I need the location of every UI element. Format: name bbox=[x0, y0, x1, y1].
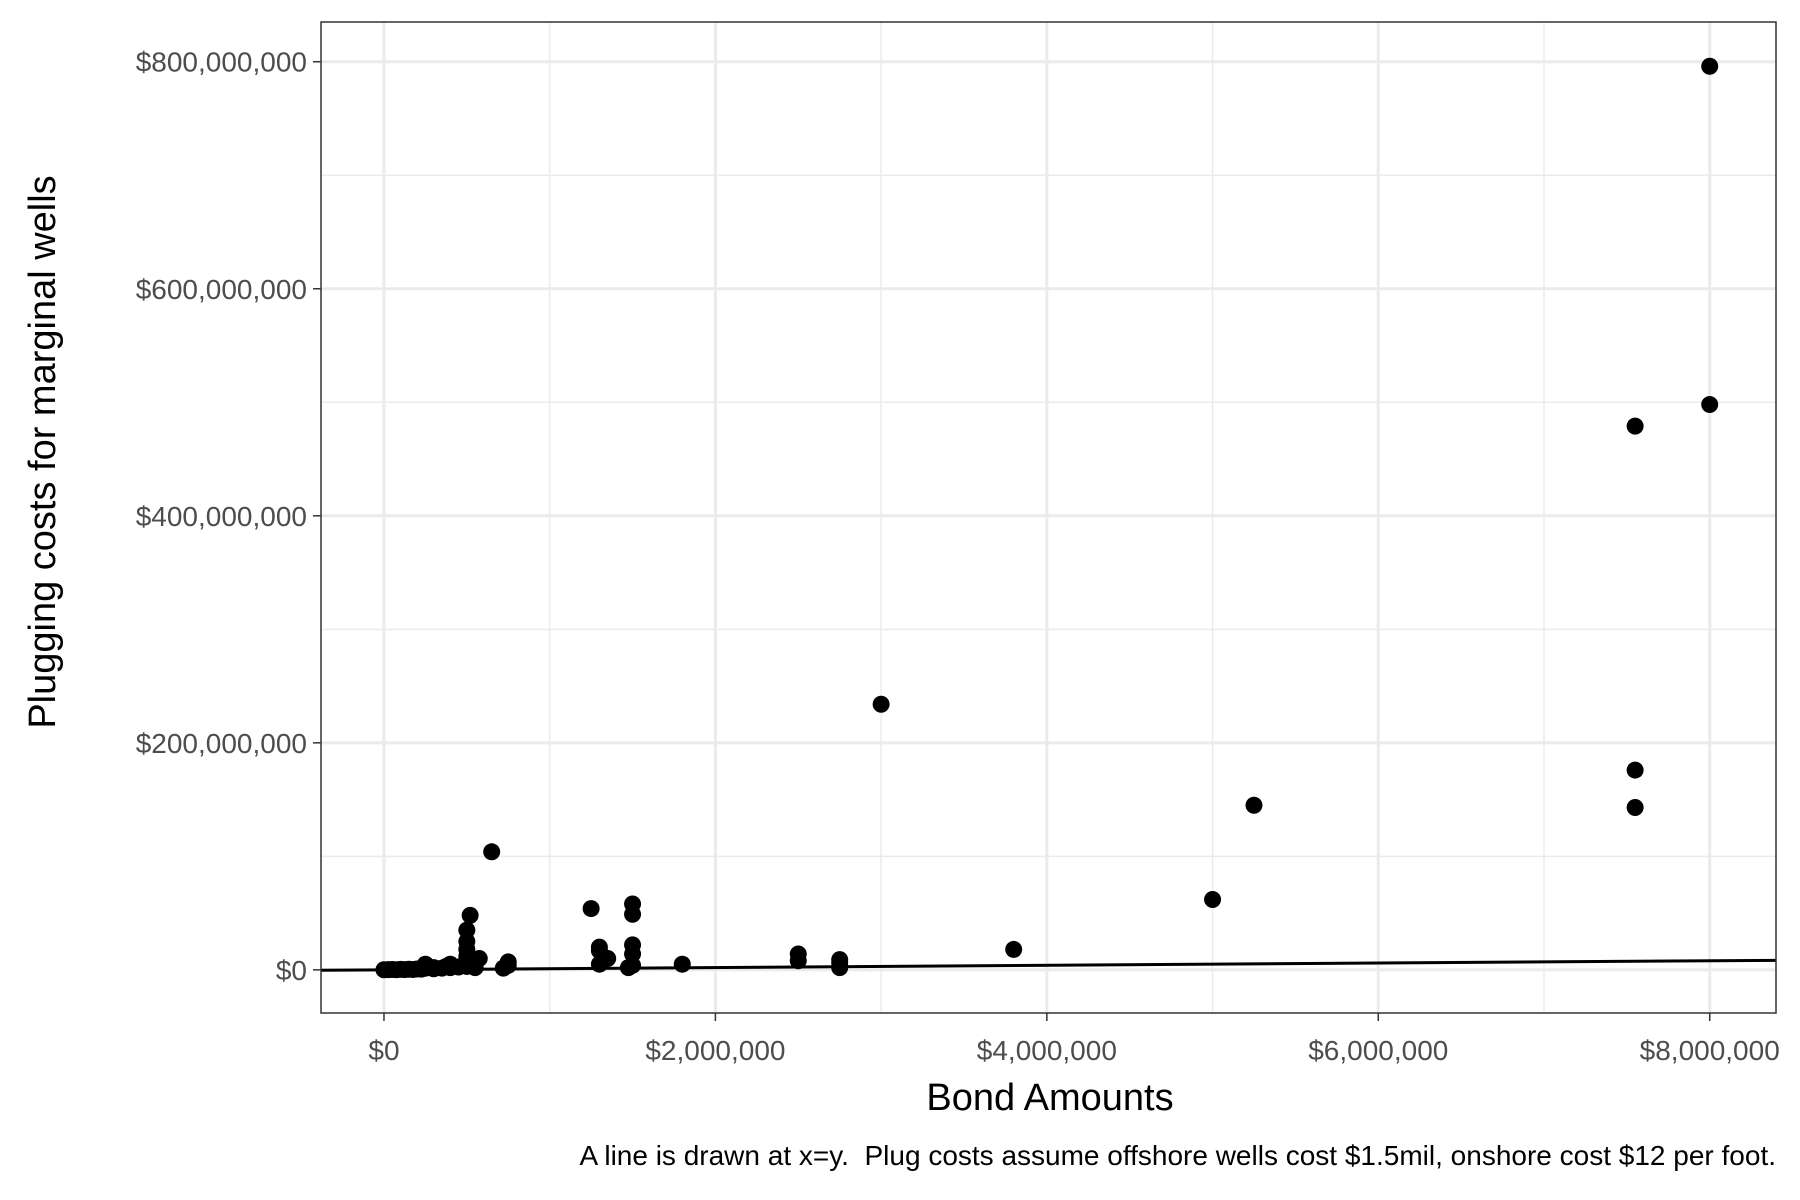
data-point bbox=[461, 906, 479, 924]
data-point bbox=[789, 945, 807, 963]
x-tick-label: $8,000,000 bbox=[1640, 1035, 1780, 1066]
data-point bbox=[1626, 799, 1644, 817]
data-point bbox=[1204, 890, 1222, 908]
data-point bbox=[624, 936, 642, 954]
data-point bbox=[1005, 940, 1023, 958]
data-point bbox=[1626, 417, 1644, 435]
data-point bbox=[499, 953, 517, 971]
x-tick-label: $0 bbox=[368, 1035, 399, 1066]
x-axis: $0 $2,000,000 $4,000,000 $6,000,000 $8,000,0… bbox=[368, 1013, 1780, 1066]
x-tick-label: $4,000,000 bbox=[977, 1035, 1117, 1066]
x-tick-label: $6,000,000 bbox=[1308, 1035, 1448, 1066]
panel-border bbox=[320, 21, 1777, 1014]
data-point bbox=[624, 895, 642, 913]
reference-line bbox=[320, 958, 1777, 972]
x-axis-title: Bond Amounts bbox=[926, 1077, 1173, 1119]
data-point bbox=[872, 695, 890, 713]
data-point bbox=[458, 921, 476, 939]
y-tick-label: $800,000,000 bbox=[136, 47, 307, 78]
y-tick-label: $0 bbox=[276, 955, 307, 986]
x-tick-label: $2,000,000 bbox=[645, 1035, 785, 1066]
y-tick-label: $600,000,000 bbox=[136, 274, 307, 305]
chart-caption: A line is drawn at x=y. Plug costs assum… bbox=[579, 1140, 1776, 1171]
y-tick-label: $400,000,000 bbox=[136, 501, 307, 532]
y-axis: $0 $200,000,000 $400,000,000 $600,000,000 $8… bbox=[136, 47, 321, 986]
data-point bbox=[831, 951, 849, 969]
data-point bbox=[582, 900, 600, 918]
data-point bbox=[1701, 396, 1719, 414]
data-point bbox=[1626, 761, 1644, 779]
data-point bbox=[599, 950, 617, 968]
y-tick-label: $200,000,000 bbox=[136, 728, 307, 759]
data-point bbox=[483, 843, 501, 861]
data-point bbox=[1701, 57, 1719, 75]
data-point bbox=[1245, 796, 1263, 814]
y-axis-title: Plugging costs for marginal wells bbox=[22, 175, 64, 728]
data-point bbox=[470, 950, 488, 968]
major-gridlines bbox=[321, 22, 1776, 1013]
minor-gridlines bbox=[321, 22, 1776, 1013]
data-point bbox=[673, 955, 691, 973]
